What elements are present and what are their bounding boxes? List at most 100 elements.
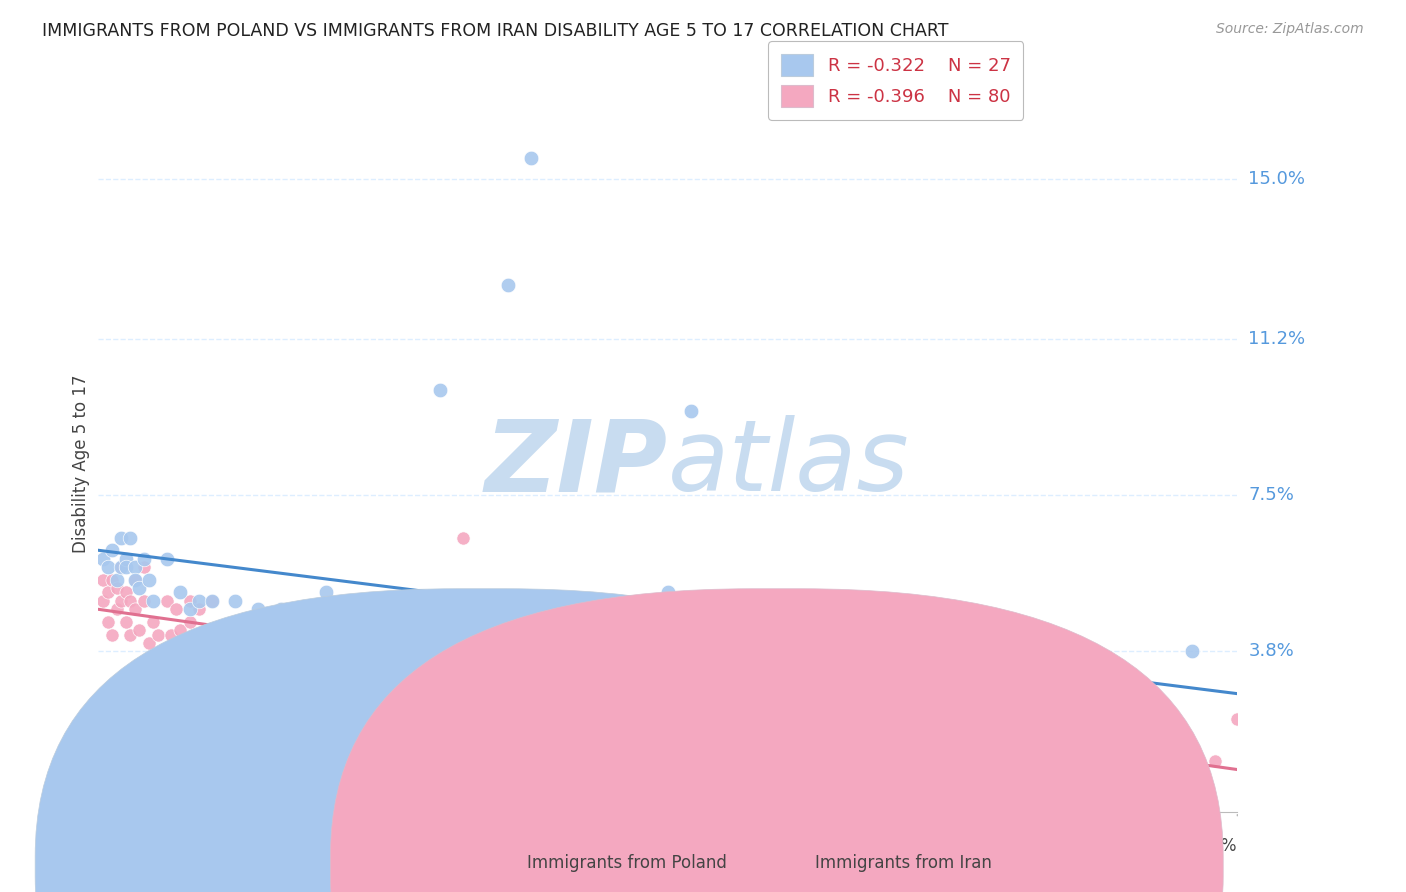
Point [224,678,246,692]
Point [114,551,136,566]
Point [278,699,301,714]
Text: 15.0%: 15.0% [1249,170,1305,188]
Point [105,573,128,587]
Point [156,551,179,566]
Text: Immigrants from Iran: Immigrants from Iran [815,855,993,872]
Point [179,594,201,608]
Point [215,624,238,638]
Point [1067,712,1090,726]
Point [396,712,419,726]
Point [337,712,360,726]
Point [1112,720,1135,734]
Point [124,573,146,587]
Point [187,602,209,616]
Text: Immigrants from Poland: Immigrants from Poland [527,855,727,872]
Point [128,624,150,638]
Point [498,277,520,292]
Point [657,585,679,599]
Point [1157,729,1180,743]
Point [101,543,124,558]
Point [634,657,657,672]
Point [110,560,132,574]
Point [91,594,114,608]
Legend: R = -0.322    N = 27, R = -0.396    N = 80: R = -0.322 N = 27, R = -0.396 N = 80 [768,42,1024,120]
Point [201,594,224,608]
Point [862,644,884,658]
Point [110,594,132,608]
Point [679,594,702,608]
Point [679,783,702,797]
Point [142,594,165,608]
Point [91,551,114,566]
Point [1090,712,1112,726]
Point [246,665,269,680]
Point [315,699,337,714]
Point [323,678,346,692]
Point [270,602,292,616]
Point [209,644,232,658]
Point [725,594,748,608]
Point [1226,712,1249,726]
Point [132,594,155,608]
Point [142,615,165,629]
Point [360,594,382,608]
Point [384,644,406,658]
Point [101,573,124,587]
Point [307,678,329,692]
Point [138,573,160,587]
Point [429,720,451,734]
Point [406,699,429,714]
Point [1204,754,1226,768]
Text: IMMIGRANTS FROM POLAND VS IMMIGRANTS FROM IRAN DISABILITY AGE 5 TO 17 CORRELATIO: IMMIGRANTS FROM POLAND VS IMMIGRANTS FRO… [42,22,949,40]
Point [169,585,191,599]
Point [160,627,183,641]
Point [96,615,118,629]
Point [114,560,136,574]
Point [260,657,283,672]
Point [246,636,269,650]
Text: 0.0%: 0.0% [98,837,141,855]
Point [1181,741,1204,756]
Point [187,594,209,608]
Point [124,602,146,616]
Point [193,644,215,658]
Point [169,624,191,638]
Point [165,602,187,616]
Point [96,585,118,599]
Text: atlas: atlas [668,416,910,512]
Point [292,687,315,701]
Point [91,573,114,587]
Point [114,615,136,629]
Point [174,644,197,658]
Point [270,678,292,692]
Point [105,581,128,595]
Point [105,602,128,616]
Point [150,644,173,658]
Point [352,678,374,692]
Y-axis label: Disability Age 5 to 17: Disability Age 5 to 17 [72,375,90,553]
Text: ZIP: ZIP [485,416,668,512]
Point [429,383,451,397]
Point [132,560,155,574]
Text: 25.0%: 25.0% [1185,837,1237,855]
Point [520,678,543,692]
Point [120,627,142,641]
Point [679,404,702,418]
Point [120,531,142,545]
Text: Source: ZipAtlas.com: Source: ZipAtlas.com [1216,22,1364,37]
Point [246,602,269,616]
Point [315,585,337,599]
Point [146,627,169,641]
Point [451,531,474,545]
Point [360,699,382,714]
Point [132,551,155,566]
Point [224,594,246,608]
Point [110,560,132,574]
Point [101,627,124,641]
Point [1043,712,1066,726]
Point [201,627,224,641]
Point [128,581,150,595]
Point [588,720,610,734]
Point [187,636,209,650]
Point [114,585,136,599]
